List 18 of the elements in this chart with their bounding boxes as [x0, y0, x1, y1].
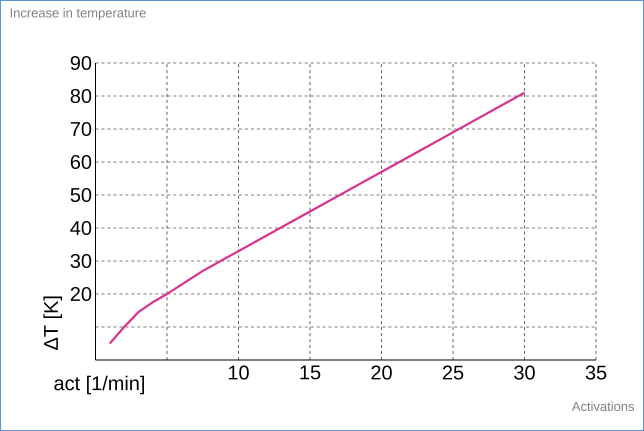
y-axis-title: ΔT [K] [43, 296, 62, 350]
x-tick-label: 10 [228, 366, 249, 380]
x-tick-label: 15 [300, 366, 320, 380]
y-tick-label: 30 [70, 254, 92, 268]
y-tick-label: 80 [70, 88, 92, 104]
y-tick-label: 70 [70, 122, 92, 136]
x-tick-label: 25 [442, 366, 464, 380]
x-tick-label: 20 [371, 366, 392, 380]
y-tick-label: 60 [70, 154, 92, 170]
y-tick-label: 40 [70, 220, 92, 236]
x-tick-label: 30 [514, 366, 535, 380]
text: act [1/min] [54, 376, 144, 394]
x-tick-label: 35 [586, 366, 606, 380]
y-tick-label: 50 [70, 188, 92, 202]
chart-title: Increase in temperature [10, 8, 146, 20]
y-tick-label: 20 [70, 286, 92, 302]
x-axis-title: Activations [572, 402, 634, 412]
y-tick-label: 90 [70, 56, 92, 70]
